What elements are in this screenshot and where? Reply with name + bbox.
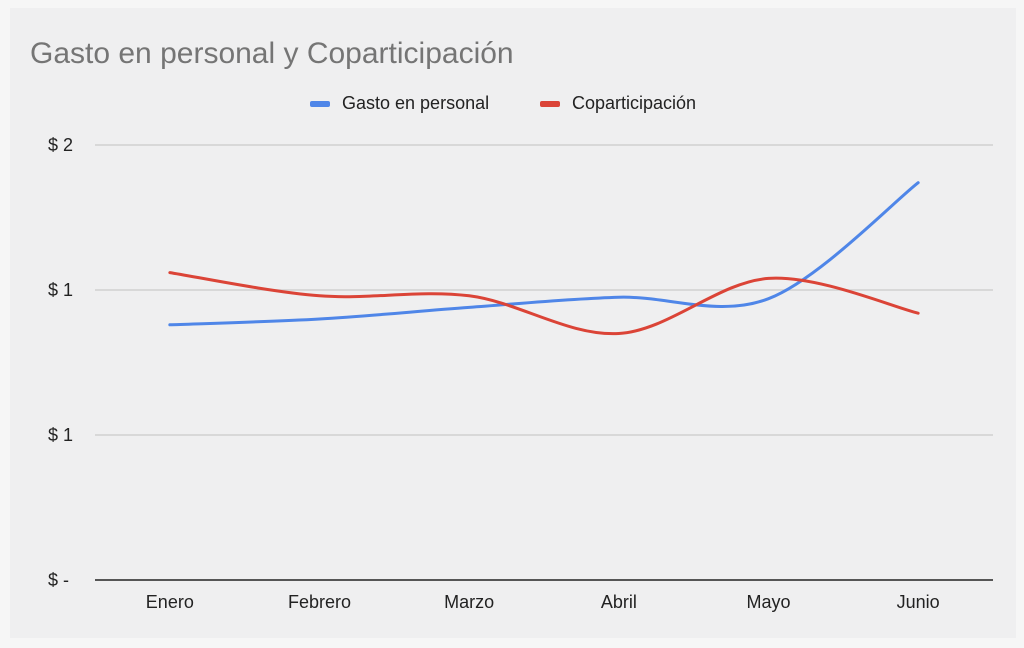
y-tick-label: $ 1 — [48, 280, 73, 300]
legend-swatch-coparticipacion — [540, 101, 560, 107]
chart-title: Gasto en personal y Coparticipación — [30, 37, 514, 70]
gridlines — [95, 144, 993, 581]
x-tick-label: Abril — [601, 592, 637, 612]
series-line-coparticipacion — [168, 271, 920, 336]
legend-label-gasto-en-personal: Gasto en personal — [342, 93, 489, 113]
y-tick-label: $ - — [48, 570, 69, 590]
line-chart: Gasto en personal y Coparticipación Gast… — [30, 37, 993, 612]
legend-swatch-gasto-en-personal — [310, 101, 330, 107]
x-tick-label: Marzo — [444, 592, 494, 612]
y-axis-ticks: $ - $ 1 $ 1 $ 2 — [48, 135, 73, 590]
x-tick-label: Mayo — [746, 592, 790, 612]
legend: Gasto en personal Coparticipación — [310, 93, 696, 113]
series-lines — [168, 181, 920, 336]
x-axis-ticks: Enero Febrero Marzo Abril Mayo Junio — [146, 592, 940, 612]
legend-item-gasto-en-personal[interactable]: Gasto en personal — [310, 93, 489, 113]
x-tick-label: Enero — [146, 592, 194, 612]
legend-item-coparticipacion[interactable]: Coparticipación — [540, 93, 696, 113]
x-tick-label: Junio — [897, 592, 940, 612]
chart-area: Gasto en personal y Coparticipación Gast… — [10, 8, 1016, 638]
y-tick-label: $ 1 — [48, 425, 73, 445]
legend-label-coparticipacion: Coparticipación — [572, 93, 696, 113]
y-tick-label: $ 2 — [48, 135, 73, 155]
x-tick-label: Febrero — [288, 592, 351, 612]
series-line-gasto-en-personal — [168, 181, 920, 327]
